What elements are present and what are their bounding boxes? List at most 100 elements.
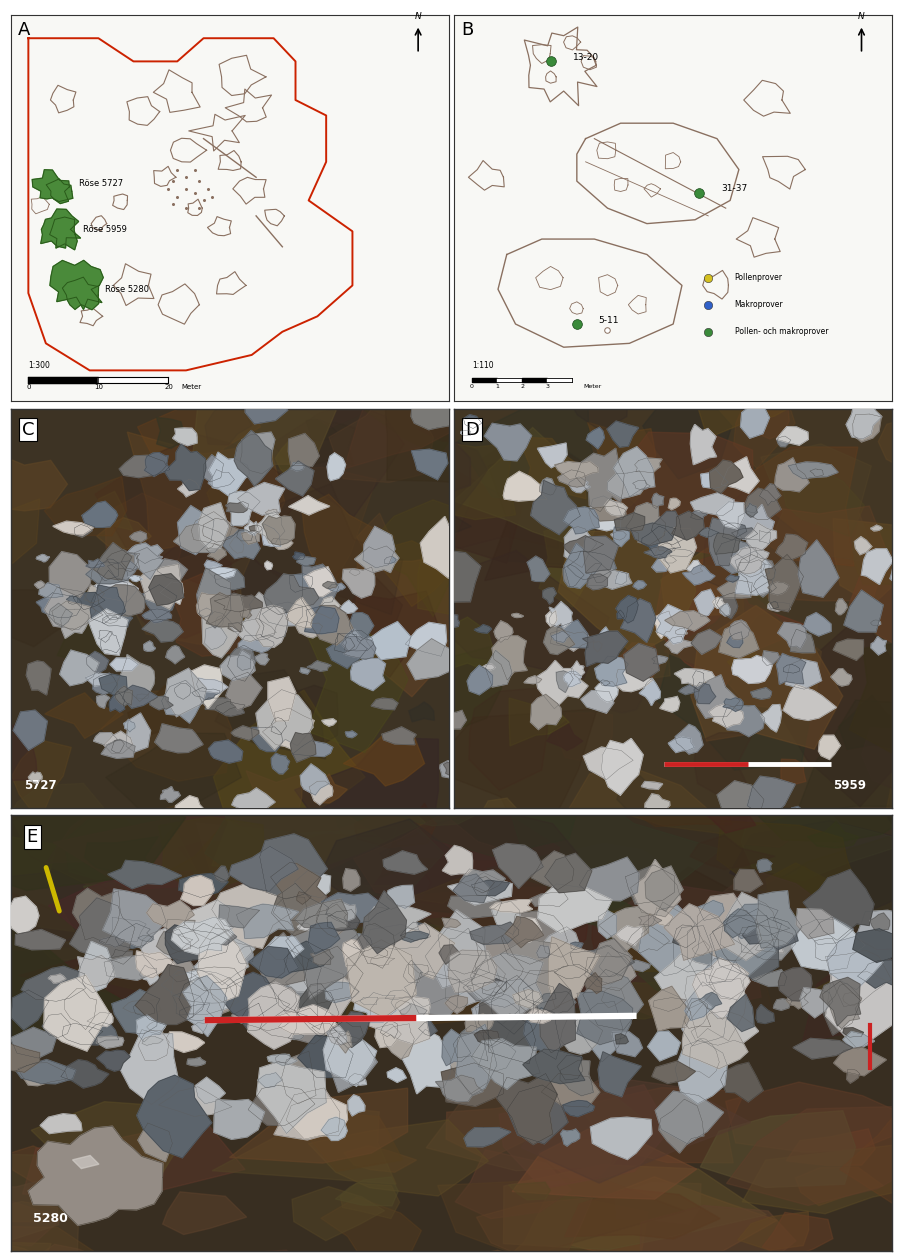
Polygon shape (700, 469, 727, 488)
Polygon shape (464, 1127, 511, 1147)
Polygon shape (343, 869, 359, 892)
Polygon shape (518, 438, 585, 499)
Polygon shape (0, 1195, 62, 1246)
Polygon shape (99, 675, 127, 695)
Polygon shape (484, 1191, 647, 1254)
Polygon shape (775, 534, 806, 561)
Polygon shape (767, 582, 788, 594)
Polygon shape (255, 653, 269, 665)
Polygon shape (544, 854, 591, 893)
Polygon shape (693, 794, 755, 833)
Polygon shape (754, 788, 902, 841)
Polygon shape (558, 897, 658, 947)
Polygon shape (297, 989, 338, 1037)
Polygon shape (328, 390, 433, 483)
Text: D: D (465, 421, 478, 439)
Polygon shape (387, 1068, 406, 1082)
Polygon shape (586, 946, 628, 984)
Polygon shape (442, 845, 472, 875)
Polygon shape (154, 724, 203, 752)
Polygon shape (614, 1183, 700, 1224)
Polygon shape (288, 1033, 303, 1040)
Polygon shape (12, 989, 49, 1030)
Polygon shape (378, 810, 403, 840)
Polygon shape (722, 706, 764, 736)
Polygon shape (846, 1070, 859, 1083)
Polygon shape (83, 877, 305, 959)
Polygon shape (268, 949, 321, 1020)
Polygon shape (41, 209, 80, 248)
Polygon shape (253, 484, 402, 614)
Polygon shape (560, 1129, 579, 1146)
Polygon shape (115, 923, 154, 948)
Polygon shape (172, 428, 197, 445)
Polygon shape (86, 562, 128, 584)
Polygon shape (128, 576, 143, 582)
Polygon shape (564, 1189, 719, 1239)
Polygon shape (630, 859, 680, 917)
Polygon shape (703, 489, 807, 597)
Polygon shape (569, 946, 634, 977)
Polygon shape (175, 683, 190, 700)
Polygon shape (294, 870, 330, 898)
Polygon shape (508, 448, 643, 564)
Polygon shape (393, 643, 502, 740)
Polygon shape (605, 433, 753, 553)
Text: 20: 20 (164, 384, 173, 390)
Polygon shape (231, 996, 292, 1031)
Polygon shape (101, 690, 232, 781)
Polygon shape (564, 527, 596, 568)
Polygon shape (15, 929, 66, 949)
Polygon shape (143, 584, 177, 618)
Polygon shape (327, 1033, 377, 1092)
Polygon shape (638, 915, 661, 925)
Polygon shape (256, 1062, 326, 1134)
Polygon shape (103, 614, 118, 623)
Polygon shape (659, 696, 679, 712)
Polygon shape (310, 949, 333, 966)
Polygon shape (684, 998, 712, 1021)
Polygon shape (590, 1117, 651, 1160)
Polygon shape (446, 1100, 557, 1160)
Polygon shape (308, 1120, 488, 1196)
Polygon shape (195, 1077, 225, 1104)
Polygon shape (120, 527, 263, 645)
Polygon shape (240, 601, 277, 642)
Polygon shape (303, 978, 358, 1018)
Polygon shape (418, 537, 499, 616)
Polygon shape (95, 576, 138, 602)
Polygon shape (420, 517, 457, 578)
Polygon shape (592, 908, 680, 962)
Polygon shape (137, 1075, 211, 1157)
Polygon shape (295, 621, 322, 638)
Polygon shape (795, 1167, 882, 1205)
Polygon shape (296, 557, 316, 566)
Polygon shape (306, 419, 336, 440)
Polygon shape (716, 781, 763, 826)
Polygon shape (870, 637, 886, 655)
Polygon shape (694, 682, 715, 703)
Polygon shape (400, 932, 428, 942)
Polygon shape (779, 468, 863, 537)
Polygon shape (11, 1027, 57, 1058)
Polygon shape (275, 890, 325, 909)
Polygon shape (166, 646, 184, 663)
Polygon shape (294, 983, 333, 1030)
Polygon shape (326, 902, 355, 923)
Polygon shape (478, 1036, 515, 1071)
Polygon shape (624, 865, 674, 904)
Polygon shape (205, 626, 227, 650)
Polygon shape (82, 502, 117, 527)
Polygon shape (761, 1213, 832, 1254)
Polygon shape (342, 567, 374, 598)
Polygon shape (260, 1008, 324, 1045)
Polygon shape (769, 601, 778, 608)
Text: 10: 10 (94, 384, 103, 390)
Polygon shape (857, 961, 902, 988)
Polygon shape (316, 904, 350, 937)
Polygon shape (887, 805, 902, 840)
Polygon shape (36, 593, 81, 618)
Polygon shape (672, 925, 695, 948)
Polygon shape (136, 693, 149, 698)
Polygon shape (715, 539, 750, 573)
